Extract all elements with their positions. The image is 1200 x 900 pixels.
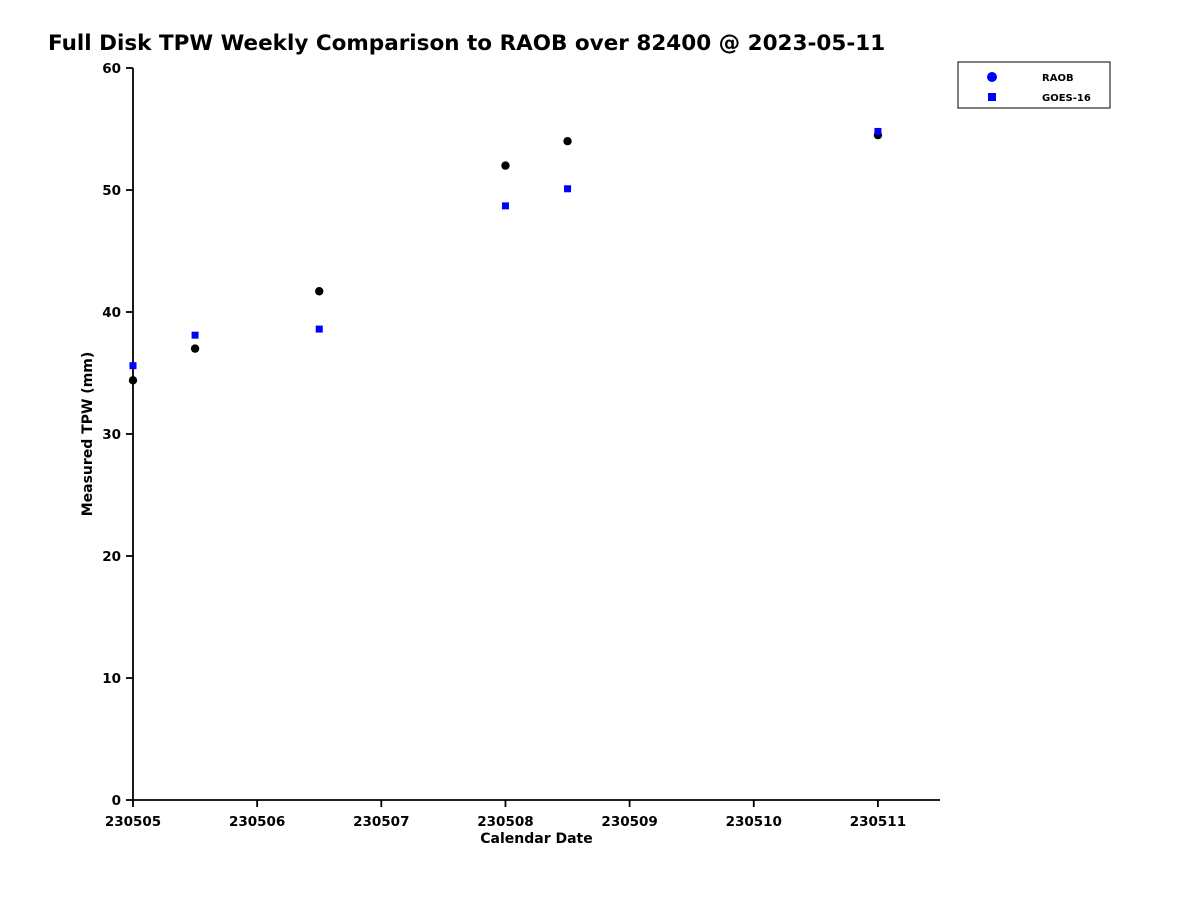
data-point-circle — [563, 137, 572, 146]
x-tick-label: 230507 — [353, 814, 409, 830]
x-tick-label: 230510 — [726, 814, 782, 830]
series-goes-16 — [129, 127, 882, 370]
data-point-square — [129, 362, 137, 370]
data-point-square — [501, 202, 509, 210]
data-point-circle — [315, 287, 324, 296]
legend-label: GOES-16 — [1042, 93, 1091, 104]
data-point-square — [874, 127, 882, 135]
data-point-circle — [128, 376, 138, 385]
x-tick-label: 230506 — [229, 814, 285, 830]
data-point-circle — [501, 161, 510, 170]
legend-marker-square — [988, 93, 996, 101]
x-axis-label: Calendar Date — [480, 831, 593, 847]
x-tick-label: 230508 — [477, 814, 533, 830]
legend-label: RAOB — [1042, 73, 1074, 84]
data-point-square — [564, 185, 572, 193]
x-tick-label: 230509 — [601, 814, 657, 830]
y-tick-label: 40 — [102, 305, 121, 321]
y-tick-label: 50 — [102, 183, 121, 199]
x-tick-label: 230511 — [850, 814, 906, 830]
data-point-square — [315, 325, 323, 333]
legend-marker-circle — [987, 72, 997, 82]
data-point-square — [191, 331, 199, 339]
y-tick-label: 20 — [102, 549, 121, 565]
y-tick-label: 60 — [102, 61, 121, 77]
chart-title: Full Disk TPW Weekly Comparison to RAOB … — [48, 31, 886, 56]
data-point-circle — [190, 344, 200, 353]
legend-box — [957, 61, 1111, 109]
y-axis-label: Measured TPW (mm) — [80, 351, 96, 517]
y-tick-label: 30 — [102, 427, 121, 443]
y-tick-label: 0 — [112, 793, 121, 809]
series-raob — [128, 130, 883, 385]
y-tick-label: 10 — [102, 671, 121, 687]
x-tick-label: 230505 — [105, 814, 161, 830]
